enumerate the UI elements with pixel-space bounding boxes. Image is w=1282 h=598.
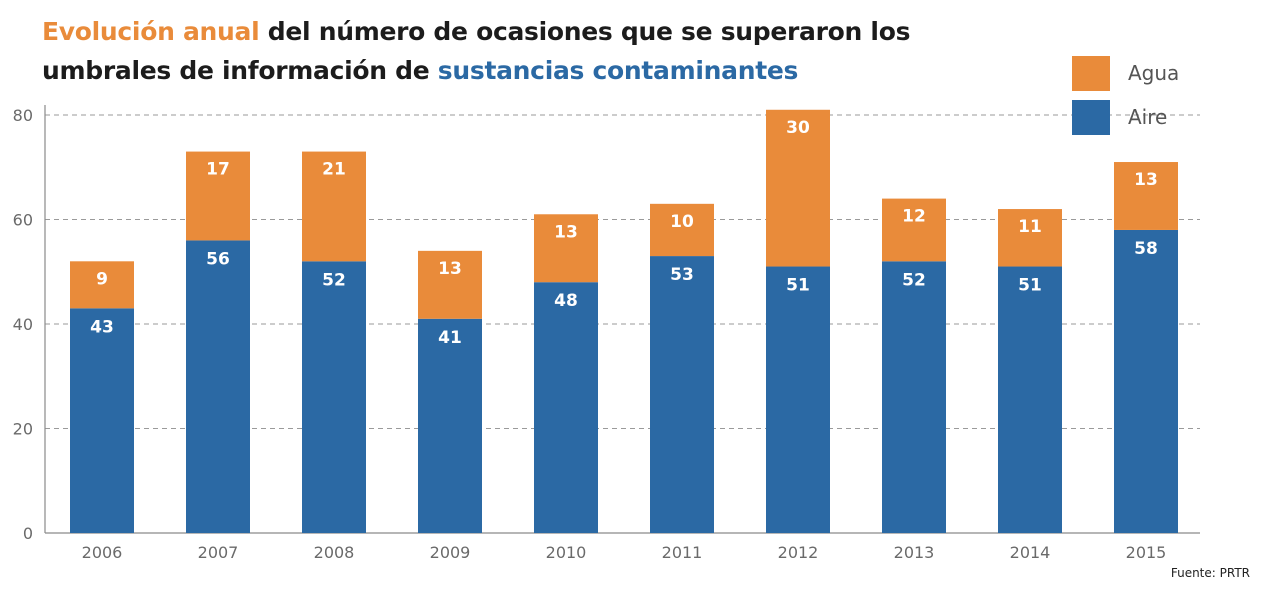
data-label-agua: 12 bbox=[902, 207, 926, 227]
bar-aire-2014 bbox=[998, 266, 1062, 533]
x-tick-label: 2008 bbox=[314, 543, 355, 562]
bar-agua-2007 bbox=[186, 151, 250, 241]
x-tick-label: 2007 bbox=[198, 543, 239, 562]
data-label-aire: 58 bbox=[1134, 239, 1158, 259]
legend-label-agua: Agua bbox=[1128, 61, 1179, 85]
title-highlight-orange: Evolución anual bbox=[42, 17, 260, 46]
x-tick-label: 2010 bbox=[546, 543, 587, 562]
data-label-aire: 43 bbox=[90, 317, 114, 337]
data-label-aire: 51 bbox=[786, 276, 810, 296]
bar-agua-2008 bbox=[302, 151, 366, 262]
data-label-agua: 13 bbox=[1134, 170, 1158, 190]
chart-title: Evolución anual del número de ocasiones … bbox=[42, 12, 942, 90]
data-label-aire: 52 bbox=[322, 270, 346, 290]
y-tick-label: 20 bbox=[13, 420, 33, 439]
bar-agua-2010 bbox=[534, 214, 598, 283]
bar-aire-2012 bbox=[766, 266, 830, 533]
data-label-aire: 52 bbox=[902, 270, 926, 290]
data-label-agua: 9 bbox=[96, 269, 108, 289]
x-tick-label: 2006 bbox=[82, 543, 123, 562]
source-note: Fuente: PRTR bbox=[1170, 566, 1250, 580]
x-tick-label: 2012 bbox=[778, 543, 819, 562]
data-label-agua: 11 bbox=[1018, 217, 1042, 237]
bar-aire-2008 bbox=[302, 261, 366, 533]
x-tick-label: 2013 bbox=[894, 543, 935, 562]
bar-agua-2013 bbox=[882, 198, 946, 262]
data-label-agua: 13 bbox=[438, 259, 462, 279]
data-label-aire: 48 bbox=[554, 291, 578, 311]
bar-aire-2011 bbox=[650, 256, 714, 533]
title-text: del número de ocasiones que se superaron… bbox=[259, 17, 911, 46]
data-label-agua: 21 bbox=[322, 160, 346, 180]
x-tick-label: 2011 bbox=[662, 543, 703, 562]
legend-label-aire: Aire bbox=[1128, 105, 1167, 129]
bar-aire-2013 bbox=[882, 261, 946, 533]
y-tick-label: 40 bbox=[13, 315, 33, 334]
y-tick-label: 0 bbox=[23, 524, 33, 543]
bar-agua-2014 bbox=[998, 209, 1062, 267]
data-label-aire: 51 bbox=[1018, 276, 1042, 296]
bar-agua-2011 bbox=[650, 203, 714, 257]
title-text-line2: umbrales de información de bbox=[42, 56, 438, 85]
legend-swatch-agua bbox=[1072, 56, 1110, 91]
bar-aire-2006 bbox=[70, 308, 134, 533]
legend-swatch-aire bbox=[1072, 100, 1110, 135]
data-label-agua: 10 bbox=[670, 212, 694, 232]
bar-agua-2012 bbox=[766, 109, 830, 267]
title-highlight-blue: sustancias contaminantes bbox=[437, 56, 799, 85]
data-label-agua: 13 bbox=[554, 222, 578, 242]
x-tick-label: 2015 bbox=[1126, 543, 1167, 562]
bar-aire-2007 bbox=[186, 240, 250, 533]
bar-agua-2009 bbox=[418, 250, 482, 319]
data-label-agua: 17 bbox=[206, 160, 230, 180]
x-tick-label: 2009 bbox=[430, 543, 471, 562]
bar-aire-2015 bbox=[1114, 229, 1178, 533]
data-label-aire: 53 bbox=[670, 265, 694, 285]
data-label-aire: 56 bbox=[206, 249, 230, 269]
x-tick-label: 2014 bbox=[1010, 543, 1051, 562]
y-tick-label: 60 bbox=[13, 211, 33, 230]
bar-agua-2006 bbox=[70, 261, 134, 309]
data-label-aire: 41 bbox=[438, 328, 462, 348]
bar-agua-2015 bbox=[1114, 162, 1178, 230]
bar-aire-2010 bbox=[534, 282, 598, 533]
data-label-agua: 30 bbox=[786, 118, 810, 138]
bar-aire-2009 bbox=[418, 318, 482, 533]
y-tick-label: 80 bbox=[13, 106, 33, 125]
